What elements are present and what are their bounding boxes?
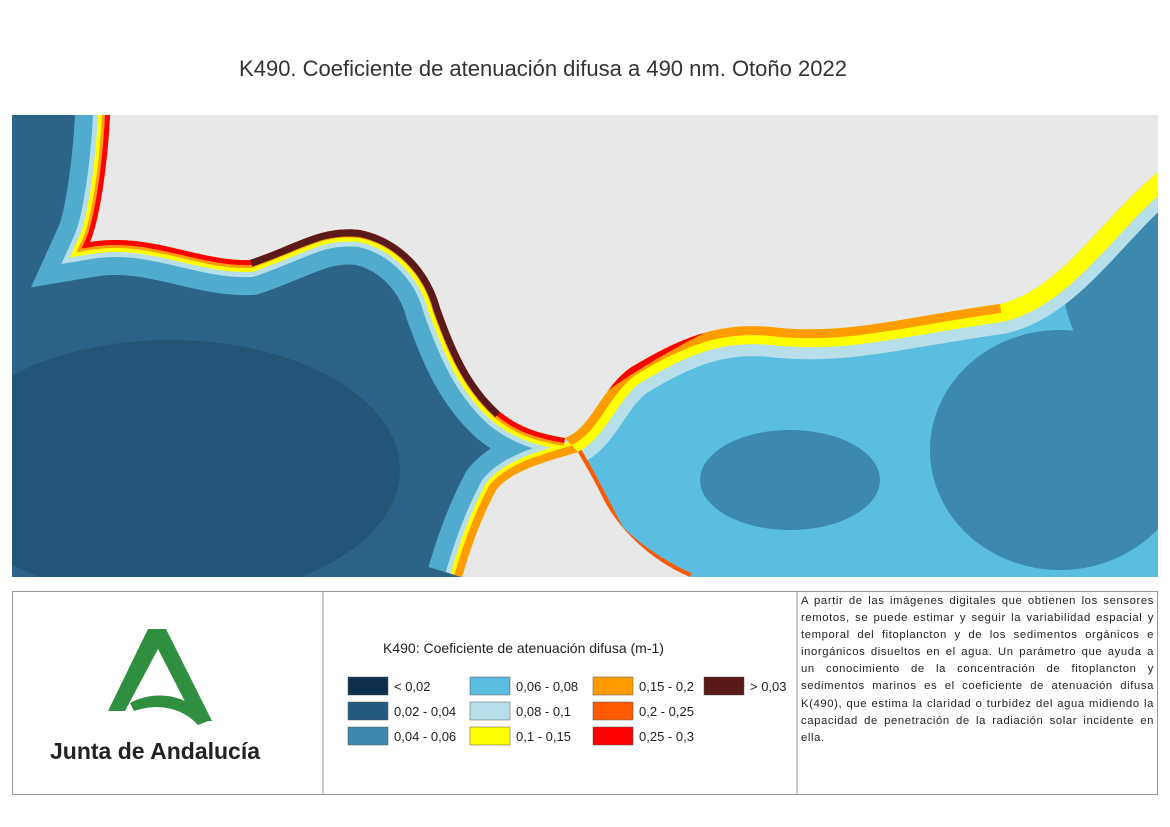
legend-label: 0,06 - 0,08 <box>516 679 578 694</box>
legend-label: 0,08 - 0,1 <box>516 704 571 719</box>
legend-label: < 0,02 <box>394 679 431 694</box>
legend-swatch <box>592 676 634 696</box>
legend-swatch <box>592 701 634 721</box>
map <box>12 115 1158 577</box>
legend-swatch <box>347 701 389 721</box>
legend-panel: Junta de Andalucía K490: Coeficiente de … <box>12 591 1158 795</box>
logo: Junta de Andalucía <box>50 629 260 764</box>
legend-label: 0,15 - 0,2 <box>639 679 694 694</box>
legend-swatch <box>703 676 745 696</box>
legend-swatch <box>469 726 511 746</box>
legend-swatch <box>469 701 511 721</box>
legend-label: 0,1 - 0,15 <box>516 729 571 744</box>
description: A partir de las imágenes digitales que o… <box>801 595 1154 744</box>
legend-label: 0,2 - 0,25 <box>639 704 694 719</box>
legend-label: > 0,03 <box>750 679 787 694</box>
legend-title: K490: Coeficiente de atenuación difusa (… <box>383 640 664 656</box>
legend-label: 0,25 - 0,3 <box>639 729 694 744</box>
legend-label: 0,04 - 0,06 <box>394 729 456 744</box>
legend-label: 0,02 - 0,04 <box>394 704 456 719</box>
legend-swatch <box>347 726 389 746</box>
logo-text: Junta de Andalucía <box>50 738 260 764</box>
legend-swatch <box>592 726 634 746</box>
legend-swatch <box>469 676 511 696</box>
legend-items: < 0,02 0,02 - 0,04 0,04 - 0,06 0,06 - 0,08 0… <box>347 676 787 746</box>
legend-swatch <box>347 676 389 696</box>
map-title: K490. Coeficiente de atenuación difusa a… <box>239 56 847 81</box>
